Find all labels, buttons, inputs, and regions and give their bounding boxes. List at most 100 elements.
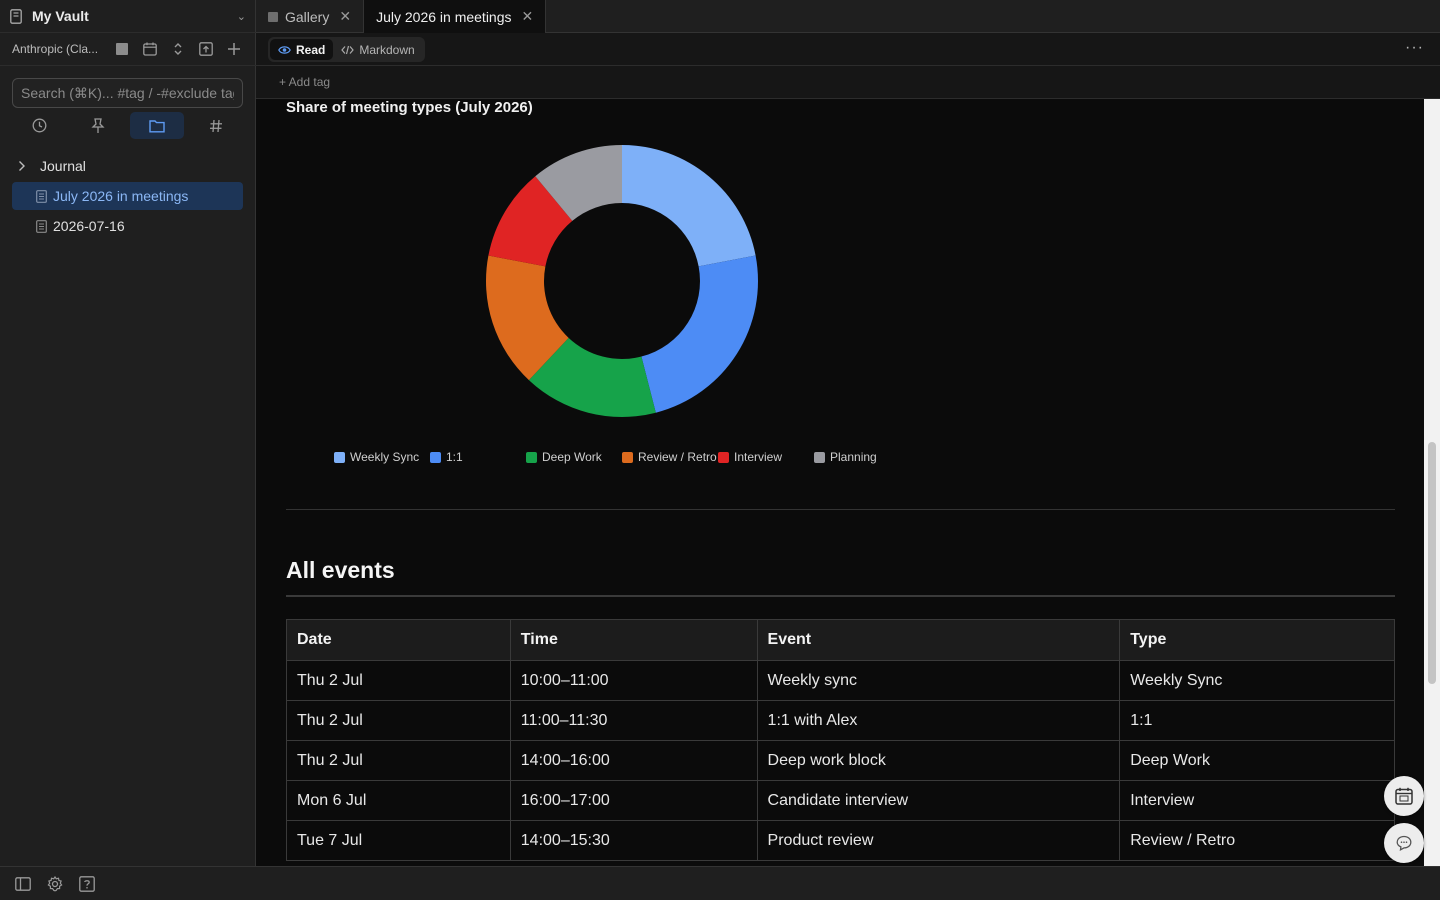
table-cell: Candidate interview [756,780,1121,821]
legend-swatch [814,451,825,463]
square-icon[interactable] [114,41,130,57]
meeting-types-donut-chart [486,145,758,417]
help-icon[interactable] [78,875,96,893]
read-mode-button[interactable]: Read [270,39,334,60]
section-title: All events [286,557,395,583]
calendar-button[interactable] [1384,776,1424,816]
tree-note-july-2026[interactable]: July 2026 in meetings [12,182,243,210]
tab-gallery[interactable]: Gallery ✕ [256,0,365,33]
legend-item[interactable]: Deep Work [526,450,602,464]
scrollbar-thumb[interactable] [1428,442,1436,684]
legend-item[interactable]: Interview [718,450,782,464]
folder-icon [149,119,165,132]
tree-note-2026-07-16[interactable]: 2026-07-16 [12,212,243,240]
read-label: Read [296,42,326,57]
vault-icon [10,8,24,24]
plus-icon[interactable] [226,41,242,57]
chevron-right-icon [18,160,30,172]
table-row: Thu 2 Jul 11:00–11:30 1:1 with Alex 1:1 [286,700,1395,741]
donut-slice-1-1[interactable] [641,255,758,413]
note-content: Share of meeting types (July 2026) Weekl… [256,99,1424,866]
editor-toolbar: Read Markdown ··· [256,33,1440,66]
markdown-mode-button[interactable]: Markdown [333,39,422,60]
calendar-icon[interactable] [142,41,158,57]
legend-item[interactable]: 1:1 [430,450,463,464]
more-options-icon[interactable]: ··· [1405,39,1424,56]
donut-slice-weekly-sync[interactable] [622,145,756,267]
legend-label: Weekly Sync [350,450,420,464]
close-icon[interactable]: ✕ [521,8,534,24]
legend-swatch [622,451,633,463]
note-icon [36,219,47,233]
account-selector[interactable]: Anthropic (Cla... [12,42,99,56]
events-table: Date Time Event Type Thu 2 Jul 10:00–11:… [286,619,1395,861]
note-icon [36,189,47,203]
code-icon [341,45,355,55]
sidebar-toolbar: Anthropic (Cla... [0,33,256,66]
tab-july-2026[interactable]: July 2026 in meetings ✕ [364,0,547,33]
table-row: Thu 2 Jul 14:00–16:00 Deep work block De… [286,740,1395,781]
table-cell: Thu 2 Jul [286,700,511,741]
sidebar-toggle-icon[interactable] [14,875,32,893]
legend-swatch [430,451,441,463]
divider [286,509,1395,510]
clock-icon [32,118,46,133]
legend-swatch [334,451,345,463]
column-header: Date [286,619,511,661]
table-cell: 10:00–11:00 [509,660,758,701]
legend-item[interactable]: Planning [814,450,877,464]
table-cell: Deep work block [756,740,1121,781]
table-cell: Thu 2 Jul [286,660,511,701]
view-mode-toggle: Read Markdown [268,37,425,62]
legend-swatch [526,451,537,463]
legend-item[interactable]: Weekly Sync [334,450,419,464]
table-cell: Product review [756,820,1121,861]
vertical-scrollbar[interactable] [1424,99,1440,866]
column-header: Time [509,619,758,661]
markdown-label: Markdown [359,42,415,57]
chat-button[interactable] [1384,823,1424,863]
gallery-icon [268,11,278,22]
donut-slice-planning[interactable] [535,145,622,221]
eye-icon [278,45,291,55]
recent-tab[interactable] [12,112,66,139]
table-cell: Thu 2 Jul [286,740,511,781]
table-cell: 14:00–15:30 [509,820,758,861]
table-row: Tue 7 Jul 14:00–15:30 Product review Rev… [286,820,1395,861]
hash-icon [210,119,222,132]
search-input[interactable] [12,78,243,108]
tree-item-label: Journal [40,158,86,174]
legend-label: Interview [734,450,783,464]
table-row: Mon 6 Jul 16:00–17:00 Candidate intervie… [286,780,1395,821]
legend-item[interactable]: Review / Retro [622,450,717,464]
donut-slice-review-retro[interactable] [486,255,569,381]
donut-slice-interview[interactable] [488,176,573,267]
table-cell: 1:1 with Alex [756,700,1121,741]
tree-item-label: July 2026 in meetings [53,188,189,204]
table-cell: 1:1 [1119,700,1395,741]
legend-label: Deep Work [542,450,602,464]
table-cell: 16:00–17:00 [509,780,758,821]
close-icon[interactable]: ✕ [339,8,352,24]
legend-label: Planning [830,450,877,464]
chevron-down-icon[interactable]: ⌄ [236,11,246,23]
donut-slice-deep-work[interactable] [528,337,656,417]
tab-label: Gallery [285,8,330,25]
table-cell: Deep Work [1119,740,1395,781]
column-header: Event [756,619,1121,661]
legend-label: Review / Retro [638,450,717,464]
vault-switcher[interactable]: My Vault ⌄ [0,0,256,33]
table-cell: Review / Retro [1119,820,1395,861]
files-tab[interactable] [130,112,184,139]
table-cell: Weekly Sync [1119,660,1395,701]
legend-swatch [718,451,729,463]
calendar-icon [1395,787,1413,805]
tags-tab[interactable] [189,112,243,139]
add-tag-button[interactable]: + Add tag [279,75,331,89]
export-icon[interactable] [198,41,214,57]
tree-folder-journal[interactable]: Journal [12,152,243,180]
table-header-row: Date Time Event Type [286,619,1395,661]
pinned-tab[interactable] [71,112,125,139]
gear-icon[interactable] [46,875,64,893]
sort-icon[interactable] [170,41,186,57]
